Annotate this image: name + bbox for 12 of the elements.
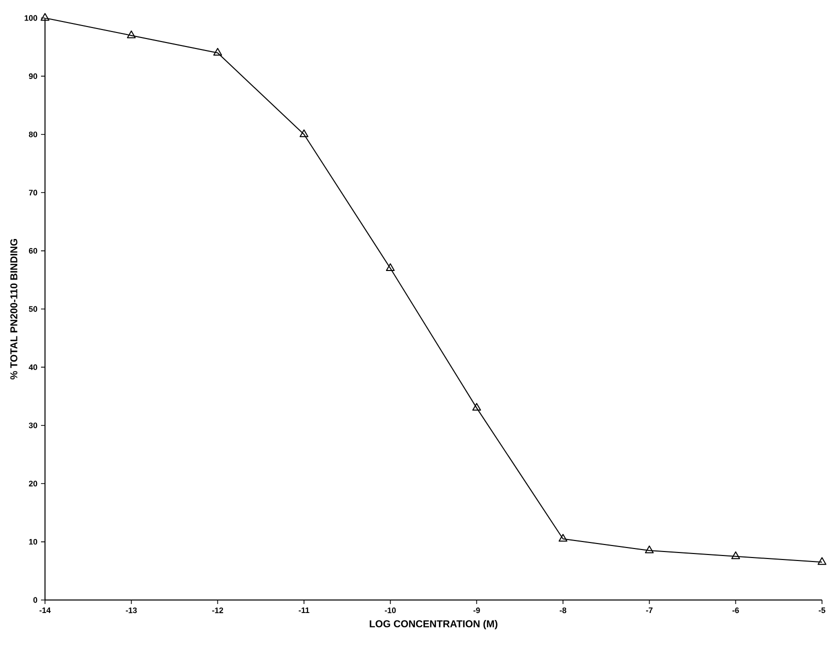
x-axis-title: LOG CONCENTRATION (M) bbox=[370, 620, 498, 630]
y-axis-title: % TOTAL PN200-110 BINDING bbox=[10, 238, 18, 380]
point bbox=[126, 30, 136, 38]
point bbox=[644, 546, 654, 554]
point bbox=[558, 534, 568, 542]
point bbox=[818, 557, 826, 565]
point bbox=[472, 402, 482, 411]
point bbox=[213, 48, 222, 56]
point bbox=[386, 263, 395, 271]
point bbox=[300, 129, 308, 138]
point bbox=[731, 551, 740, 560]
point bbox=[40, 13, 50, 21]
